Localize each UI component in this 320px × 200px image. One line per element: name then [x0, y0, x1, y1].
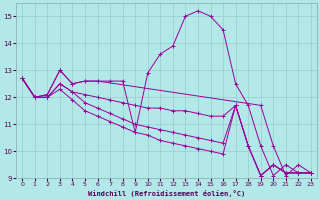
- X-axis label: Windchill (Refroidissement éolien,°C): Windchill (Refroidissement éolien,°C): [88, 190, 245, 197]
